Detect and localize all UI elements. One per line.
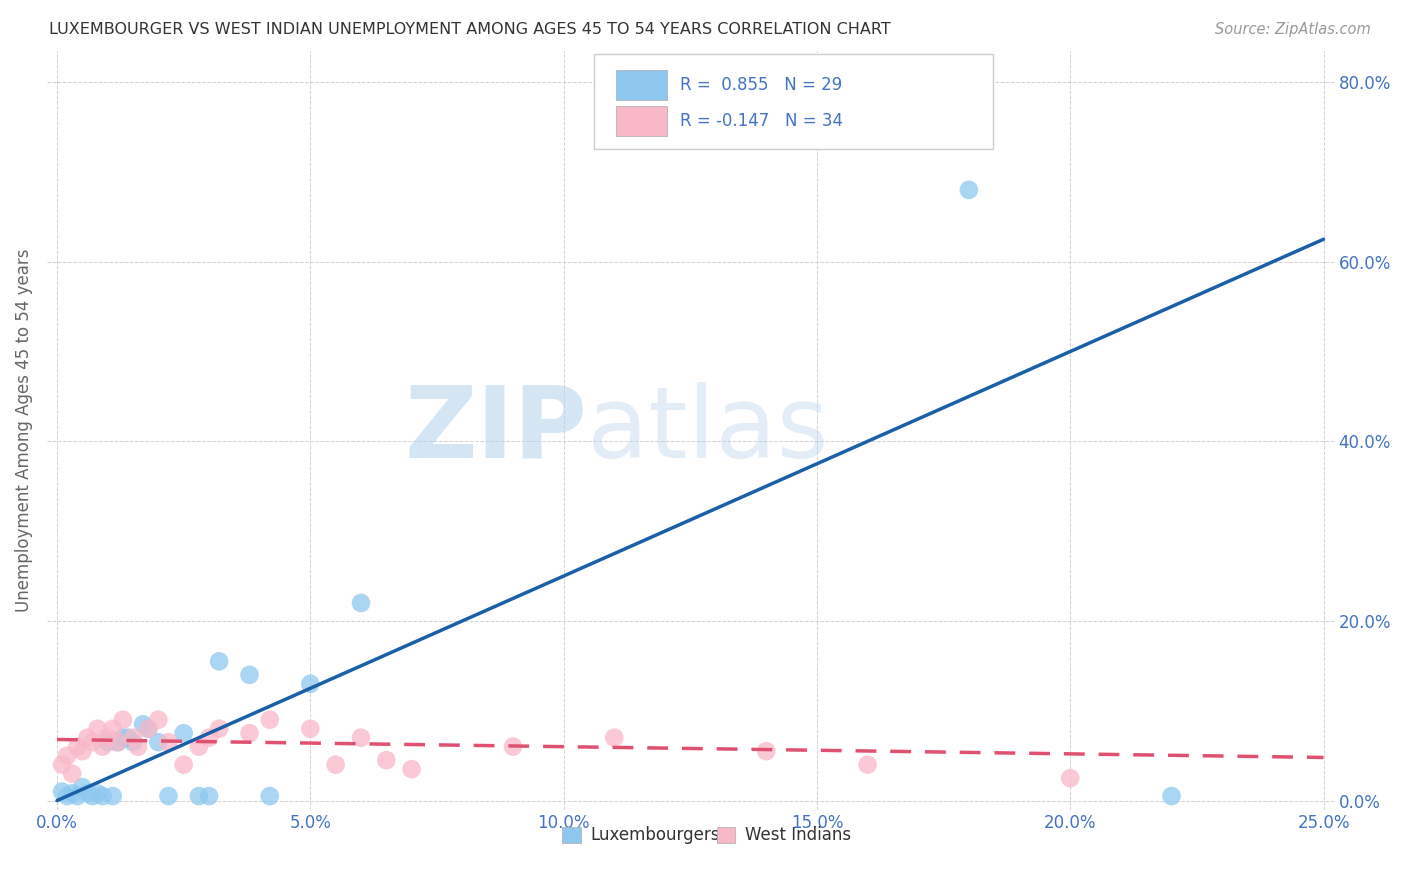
Point <box>51 757 73 772</box>
Point <box>111 713 134 727</box>
Y-axis label: Unemployment Among Ages 45 to 54 years: Unemployment Among Ages 45 to 54 years <box>15 248 32 612</box>
Point <box>60 786 83 800</box>
Point <box>259 789 281 803</box>
Point <box>60 766 83 780</box>
Point <box>107 735 129 749</box>
Text: Source: ZipAtlas.com: Source: ZipAtlas.com <box>1215 22 1371 37</box>
Point <box>97 735 120 749</box>
Point <box>132 717 155 731</box>
Point <box>56 748 79 763</box>
Point <box>325 757 347 772</box>
Point <box>238 726 260 740</box>
Point <box>127 739 149 754</box>
Point <box>157 735 180 749</box>
Point <box>66 739 89 754</box>
Point <box>82 789 104 803</box>
Point <box>187 789 209 803</box>
Point <box>375 753 398 767</box>
Point <box>957 183 980 197</box>
Point <box>72 780 94 794</box>
Point <box>66 789 89 803</box>
Point <box>101 789 124 803</box>
Point <box>173 757 195 772</box>
Point <box>91 739 114 754</box>
Text: atlas: atlas <box>588 382 830 479</box>
Point <box>82 735 104 749</box>
Point <box>136 722 159 736</box>
Point <box>208 722 231 736</box>
Text: ZIP: ZIP <box>405 382 588 479</box>
Point <box>157 789 180 803</box>
Point <box>117 731 139 745</box>
Text: LUXEMBOURGER VS WEST INDIAN UNEMPLOYMENT AMONG AGES 45 TO 54 YEARS CORRELATION C: LUXEMBOURGER VS WEST INDIAN UNEMPLOYMENT… <box>49 22 891 37</box>
Point <box>173 726 195 740</box>
Point <box>187 739 209 754</box>
Bar <box>616 106 666 136</box>
Point <box>51 784 73 798</box>
Point <box>1059 771 1081 785</box>
Point <box>72 744 94 758</box>
Point <box>56 789 79 803</box>
Point <box>1160 789 1182 803</box>
Point <box>76 731 98 745</box>
Point <box>86 786 108 800</box>
Point <box>198 731 221 745</box>
Point <box>350 596 373 610</box>
Point <box>101 722 124 736</box>
Point <box>299 722 322 736</box>
Point <box>198 789 221 803</box>
Point <box>350 731 373 745</box>
Point <box>76 786 98 800</box>
Point <box>91 789 114 803</box>
Point <box>122 731 145 745</box>
Point <box>148 713 170 727</box>
Point <box>755 744 778 758</box>
Point <box>208 654 231 668</box>
Text: West Indians: West Indians <box>745 825 851 844</box>
Point <box>299 677 322 691</box>
Text: Luxembourgers: Luxembourgers <box>591 825 720 844</box>
Point <box>122 735 145 749</box>
Bar <box>616 70 666 100</box>
Point <box>136 722 159 736</box>
Point <box>401 762 423 776</box>
Text: R = -0.147   N = 34: R = -0.147 N = 34 <box>681 112 844 130</box>
Point <box>502 739 524 754</box>
Point <box>238 668 260 682</box>
Point <box>603 731 626 745</box>
Point <box>107 735 129 749</box>
Point <box>148 735 170 749</box>
Point <box>97 731 120 745</box>
Point <box>111 731 134 745</box>
Point <box>86 722 108 736</box>
Point <box>259 713 281 727</box>
Text: R =  0.855   N = 29: R = 0.855 N = 29 <box>681 76 842 94</box>
FancyBboxPatch shape <box>593 54 993 149</box>
Point <box>856 757 879 772</box>
